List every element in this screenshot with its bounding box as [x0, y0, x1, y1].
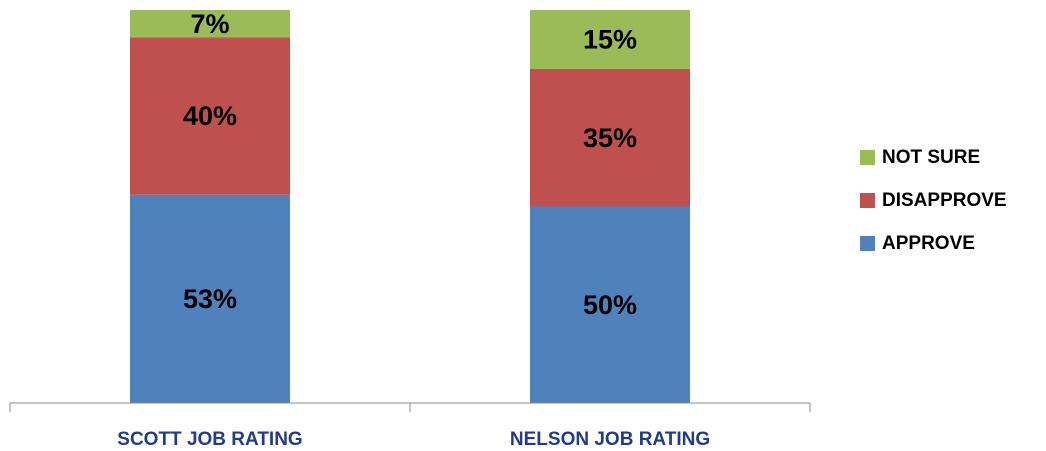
legend-swatch	[860, 193, 875, 208]
legend-swatch	[860, 236, 875, 251]
value-label: 50%	[583, 290, 637, 320]
value-label: 40%	[183, 101, 237, 131]
x-tick-label: NELSON JOB RATING	[510, 429, 710, 450]
bar-segment	[130, 37, 290, 195]
bar-segment	[530, 10, 690, 69]
value-label: 35%	[583, 123, 637, 153]
x-tick-label: SCOTT JOB RATING	[117, 429, 302, 450]
bar-segment	[130, 194, 290, 403]
value-label: 7%	[190, 9, 229, 39]
bar-segment	[530, 68, 690, 207]
legend-swatch	[860, 150, 875, 165]
bar-segment	[130, 10, 290, 38]
legend-label: DISAPPROVE	[882, 190, 1007, 211]
value-label: 53%	[183, 284, 237, 314]
legend-label: NOT SURE	[882, 147, 980, 168]
value-label: 15%	[583, 25, 637, 55]
legend-label: APPROVE	[882, 233, 975, 254]
bar-segment	[530, 206, 690, 403]
